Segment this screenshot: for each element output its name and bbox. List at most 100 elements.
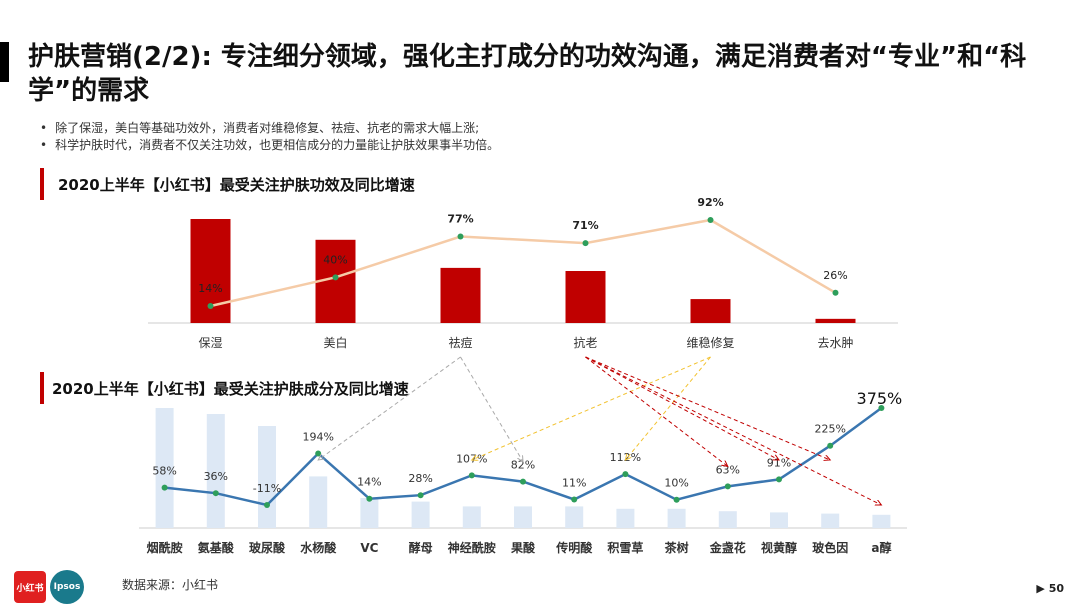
chart2-growth-point [161, 484, 168, 491]
chart2-x-tick-label: 氨基酸 [198, 540, 235, 555]
chart2-growth-label: 10% [664, 477, 688, 490]
chart2-growth-label: 82% [511, 459, 535, 472]
connector-arrow-down [585, 356, 728, 466]
chart2-x-tick-label: 积雪草 [607, 540, 643, 555]
chart1-x-tick-label: 祛痘 [448, 335, 472, 350]
chart2-growth-label: 58% [152, 465, 176, 478]
chart1-x-tick-label: 抗老 [573, 335, 597, 350]
chart2-bar [718, 511, 737, 528]
chart1-bar [565, 271, 606, 323]
ipsos-logo: Ipsos [50, 570, 84, 604]
chart2-x-tick-label: 茶树 [664, 540, 689, 555]
chart2-growth-label: 28% [408, 472, 432, 485]
chart2-growth-label: 194% [302, 430, 333, 443]
chart2-growth-point [878, 405, 885, 411]
chart1-bar [815, 318, 856, 323]
chart2-x-tick-label: 神经酰胺 [448, 540, 496, 555]
chart2-growth-point [571, 496, 578, 503]
chart1-x-tick-label: 保湿 [198, 335, 222, 350]
chart1-x-tick-label: 维稳修复 [686, 335, 734, 350]
chart2-bar [821, 513, 840, 528]
chart1-growth-label: 77% [447, 213, 473, 226]
chart1-growth-point [707, 217, 714, 223]
chart2-growth-point [827, 442, 834, 449]
chart2-x-tick-label: 烟酰胺 [147, 540, 183, 555]
chart2-growth-point [520, 478, 526, 485]
chart2-growth-point [776, 476, 782, 483]
chart1-growth-point [207, 303, 214, 309]
chart2-bar [872, 514, 891, 528]
chart2-x-tick-label: 传明酸 [555, 540, 593, 555]
chart2-bar [360, 498, 379, 528]
chart2-x-tick-label: 酵母 [409, 540, 433, 555]
chart2-x-tick-label: VC [360, 541, 378, 555]
chart2-growth-point [264, 502, 270, 508]
chart1-growth-line [210, 218, 837, 308]
chart2-growth-label: 63% [716, 463, 740, 476]
chart2-x-tick-label: 果酸 [510, 540, 536, 555]
chart2-growth-label: 375% [857, 389, 903, 408]
connector-arrow-down [625, 356, 711, 460]
chart1-growth-label: 71% [572, 219, 598, 232]
chart1-growth-label: 14% [198, 282, 222, 295]
chart2-growth-label: 112% [610, 451, 641, 464]
connector-arrow-down [460, 356, 524, 462]
chart2-bar [667, 508, 686, 528]
chart1-bar [690, 299, 731, 323]
chart2-growth-point [468, 472, 475, 479]
section1-accent-bar [40, 168, 44, 200]
chart1-growth-point [457, 233, 464, 240]
page-number-value: 50 [1048, 582, 1064, 595]
connector-arrow-down [585, 356, 882, 505]
chart2-bar [411, 501, 430, 528]
chart1-growth-label: 92% [697, 196, 723, 209]
chart2-growth-point [724, 483, 731, 490]
chart1-title: 2020上半年【小红书】最受关注护肤功效及同比增速 [58, 176, 415, 194]
bullet-list: 除了保湿，美白等基础功效外，消费者对维稳修复、祛痘、抗老的需求大幅上涨; 科学护… [40, 120, 499, 154]
chart2-x-tick-label: a醇 [871, 540, 891, 555]
chart2-growth-point [622, 471, 629, 478]
chart2-bar [309, 476, 328, 528]
chart2-growth-point [417, 492, 424, 499]
chart2-title: 2020上半年【小红书】最受关注护肤成分及同比增速 [52, 380, 409, 398]
chart2-x-tick-label: 水杨酸 [300, 540, 337, 555]
connector-arrow-down [318, 356, 461, 460]
xiaohongshu-logo: 小红书 [14, 571, 46, 603]
connector-arrow-down [585, 356, 780, 460]
data-source: 数据来源：小红书 [122, 578, 219, 592]
chart1-growth-label: 26% [823, 269, 847, 282]
chart2-growth-label: 11% [562, 476, 586, 489]
chart2-x-tick-label: 玻色因 [812, 540, 848, 555]
chart2-growth-label: 107% [456, 452, 487, 465]
chart2-growth-label: -11% [253, 482, 281, 495]
chart1-growth-point [332, 274, 339, 281]
chart1-bar [440, 267, 481, 323]
chart2-x-tick-label: 视黄醇 [761, 540, 797, 555]
bullet-item: 科学护肤时代，消费者不仅关注功效，也更相信成分的力量能让护肤效果事半功倍。 [40, 137, 499, 154]
chart2-growth-label: 36% [204, 470, 228, 483]
chart1-growth-point [832, 289, 839, 296]
chart1-x-tick-label: 去水肿 [817, 335, 853, 350]
chart2-growth-label: 225% [814, 423, 845, 436]
chart2-bar [514, 506, 532, 528]
chart2-growth-label: 14% [357, 476, 381, 489]
page-number: ▶ 50 [1036, 582, 1064, 595]
chart2-growth-point [315, 450, 322, 457]
connector-arrow-down [585, 356, 831, 460]
chart2-growth-point [673, 496, 680, 503]
bullet-item: 除了保湿，美白等基础功效外，消费者对维稳修复、祛痘、抗老的需求大幅上涨; [40, 120, 499, 137]
chart1-growth-label: 40% [323, 253, 347, 266]
title-accent-bar [0, 42, 9, 82]
chart2-bar [616, 508, 635, 528]
chart2-bar [770, 512, 788, 528]
chart2-bar [258, 426, 276, 528]
chart1-growth-point [582, 240, 589, 247]
chart2-x-tick-label: 玻尿酸 [249, 540, 286, 555]
connector-arrow-down [472, 356, 711, 460]
chart2-growth-point [366, 495, 373, 502]
chart1-x-tick-label: 美白 [323, 335, 347, 350]
page-title: 护肤营销(2/2): 专注细分领域，强化主打成分的功效沟通，满足消费者对“专业”… [28, 42, 1027, 106]
section2-accent-bar [40, 372, 44, 404]
chart2-bar [565, 506, 584, 528]
